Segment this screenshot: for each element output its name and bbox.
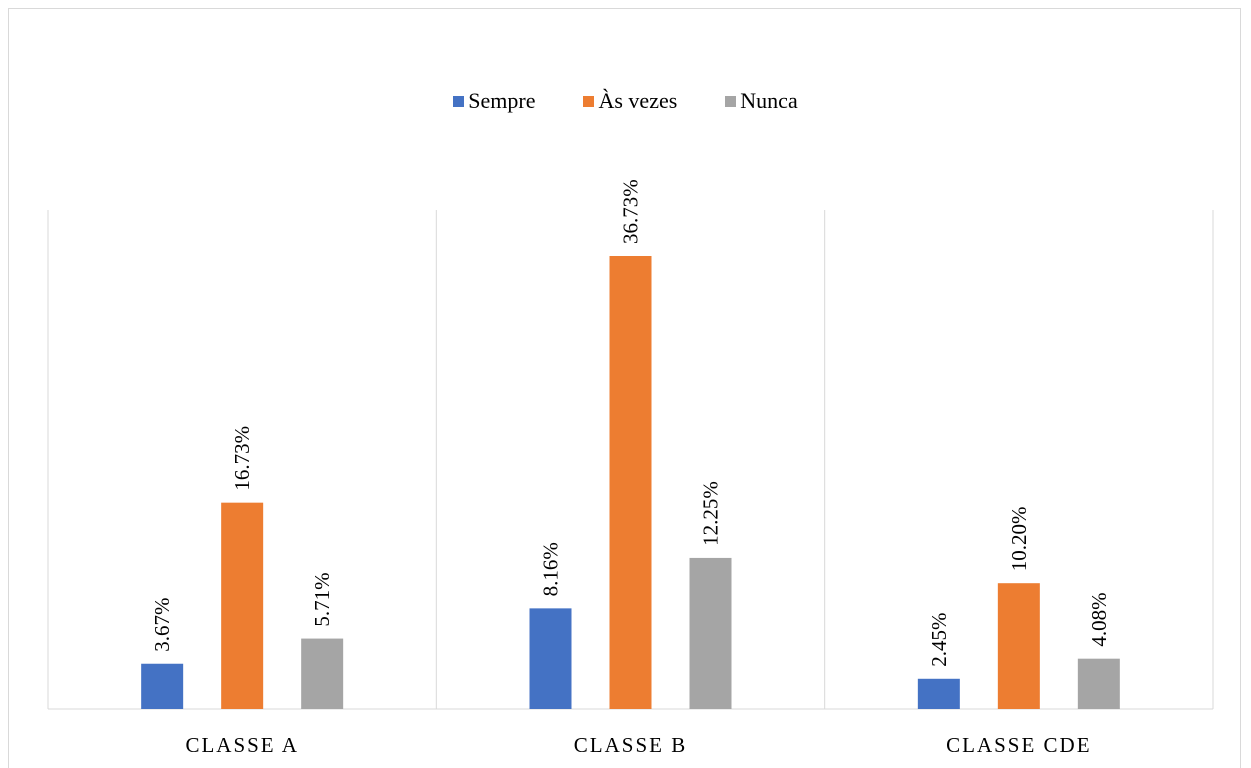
data-label: 4.08% <box>1087 592 1111 646</box>
data-label: 36.73% <box>619 179 643 244</box>
data-label: 2.45% <box>927 613 951 667</box>
data-label: 8.16% <box>539 542 563 596</box>
bar-sempre-3 <box>917 678 960 709</box>
data-label: 5.71% <box>310 572 334 626</box>
legend-swatch-sempre <box>453 95 465 107</box>
data-label: 10.20% <box>1007 506 1031 571</box>
legend-swatch-nunca <box>725 95 737 107</box>
x-tick-label: CLASSE A <box>185 733 298 757</box>
bar-nunca-2 <box>689 557 732 709</box>
bar--s-vezes-2 <box>609 256 652 709</box>
bar--s-vezes-3 <box>997 583 1040 709</box>
data-label: 3.67% <box>150 597 174 651</box>
bar-nunca-1 <box>301 638 344 709</box>
legend-label-sempre: Sempre <box>468 88 536 113</box>
x-tick-label: CLASSE B <box>574 733 687 757</box>
legend-label-nunca: Nunca <box>740 88 798 113</box>
legend-swatch-as-vezes <box>583 95 595 107</box>
legend-label-as-vezes: Às vezes <box>598 88 678 113</box>
legend-item-nunca: Nunca <box>725 88 798 114</box>
data-label: 12.25% <box>699 481 723 546</box>
bar--s-vezes-1 <box>221 502 264 709</box>
legend: Sempre Às vezes Nunca <box>0 88 1251 114</box>
x-tick-label: CLASSE CDE <box>946 733 1091 757</box>
legend-item-sempre: Sempre <box>453 88 535 114</box>
bar-sempre-2 <box>529 608 572 709</box>
legend-item-as-vezes: Às vezes <box>583 88 677 114</box>
data-label: 16.73% <box>230 426 254 491</box>
bar-nunca-3 <box>1077 658 1120 709</box>
bar-sempre-1 <box>141 663 184 709</box>
